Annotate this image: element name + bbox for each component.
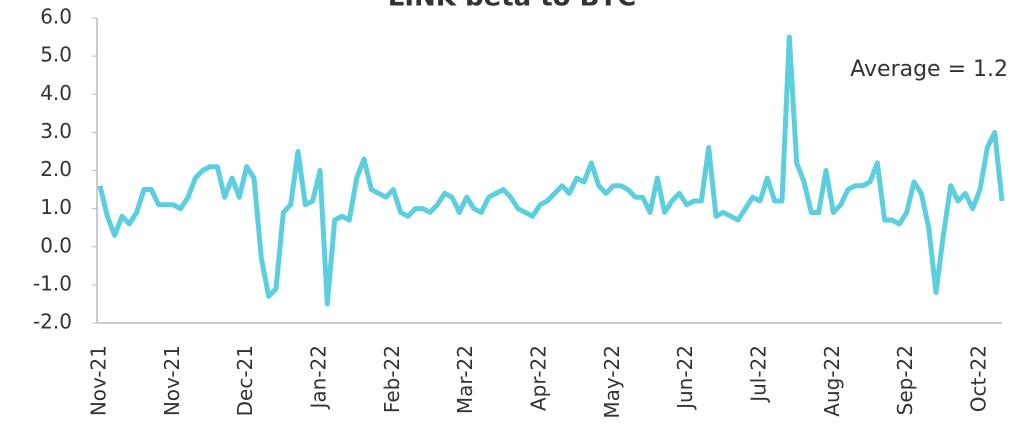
x-tick-label: Apr-22 — [527, 345, 551, 411]
line — [97, 34, 1005, 307]
x-tick-label: Feb-22 — [380, 345, 404, 413]
y-tick-label: 2.0 — [40, 157, 72, 181]
x-tick-label: Jun-22 — [673, 345, 697, 411]
y-tick-label: 1.0 — [40, 195, 72, 219]
y-tick-label: 3.0 — [40, 119, 72, 143]
y-tick-label: 6.0 — [40, 5, 72, 29]
y-tick-label: -2.0 — [33, 310, 72, 334]
y-tick-label: 4.0 — [40, 81, 72, 105]
y-tick-label: -1.0 — [33, 271, 72, 295]
x-tick-label: Jan-22 — [307, 345, 331, 411]
annotation: Average = 1.2 — [850, 57, 1008, 82]
chart-title: LINK beta to BTC — [388, 0, 636, 13]
x-tick-label: Nov-21 — [160, 345, 184, 416]
x-tick-label: Dec-21 — [233, 345, 257, 416]
x-tick-label: Nov-21 — [87, 345, 111, 416]
y-tick-label: 0.0 — [40, 233, 72, 257]
x-tick-label: Jul-22 — [747, 345, 771, 404]
x-tick-label: Mar-22 — [453, 345, 477, 414]
x-tick-label: Sep-22 — [893, 345, 917, 415]
x-tick-label: May-22 — [600, 345, 624, 419]
x-tick-label: Oct-22 — [967, 345, 991, 412]
y-tick-label: 5.0 — [40, 43, 72, 67]
x-tick-label: Aug-22 — [820, 345, 844, 417]
